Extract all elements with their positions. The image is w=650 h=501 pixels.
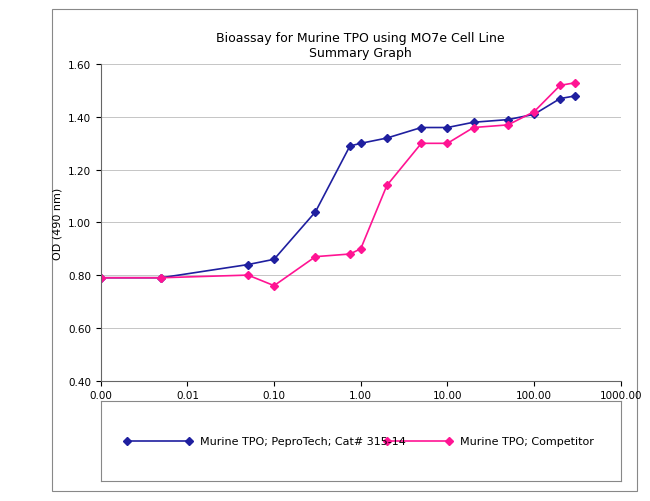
Murine TPO; Competitor [357,246,365,253]
Murine TPO; Competitor [556,83,564,89]
Line: Murine TPO; Competitor: Murine TPO; Competitor [98,81,578,289]
Y-axis label: OD (490 nm): OD (490 nm) [53,187,62,259]
Text: Murine TPO; PeproTech; Cat# 315-14: Murine TPO; PeproTech; Cat# 315-14 [200,436,406,446]
Murine TPO; Competitor [157,275,165,281]
Murine TPO; PeproTech; Cat# 315-14 [244,262,252,268]
Murine TPO; Competitor [270,283,278,289]
Murine TPO; PeproTech; Cat# 315-14 [469,120,477,126]
Murine TPO; Competitor [311,254,319,260]
Murine TPO; Competitor [244,273,252,279]
Murine TPO; PeproTech; Cat# 315-14 [357,141,365,147]
Murine TPO; Competitor [417,141,425,147]
Murine TPO; PeproTech; Cat# 315-14 [556,96,564,102]
Murine TPO; PeproTech; Cat# 315-14 [346,144,354,150]
Title: Bioassay for Murine TPO using MO7e Cell Line
Summary Graph: Bioassay for Murine TPO using MO7e Cell … [216,32,505,60]
Line: Murine TPO; PeproTech; Cat# 315-14: Murine TPO; PeproTech; Cat# 315-14 [98,94,578,281]
Murine TPO; PeproTech; Cat# 315-14 [383,136,391,142]
Murine TPO; Competitor [443,141,451,147]
Murine TPO; Competitor [504,123,512,129]
Murine TPO; PeproTech; Cat# 315-14 [270,257,278,263]
Murine TPO; PeproTech; Cat# 315-14 [443,125,451,131]
Murine TPO; Competitor [383,183,391,189]
Murine TPO; Competitor [346,252,354,258]
X-axis label: Murine TPO (ng/ml) [log scale]: Murine TPO (ng/ml) [log scale] [276,406,446,416]
Text: Murine TPO; Competitor: Murine TPO; Competitor [460,436,593,446]
Murine TPO; PeproTech; Cat# 315-14 [311,209,319,215]
Murine TPO; Competitor [97,275,105,281]
Murine TPO; PeproTech; Cat# 315-14 [530,112,538,118]
Murine TPO; PeproTech; Cat# 315-14 [97,275,105,281]
Murine TPO; PeproTech; Cat# 315-14 [157,275,165,281]
Murine TPO; PeproTech; Cat# 315-14 [504,117,512,123]
Murine TPO; Competitor [469,125,477,131]
Murine TPO; Competitor [571,81,579,87]
Murine TPO; Competitor [530,110,538,116]
Murine TPO; PeproTech; Cat# 315-14 [571,94,579,100]
Murine TPO; PeproTech; Cat# 315-14 [417,125,425,131]
